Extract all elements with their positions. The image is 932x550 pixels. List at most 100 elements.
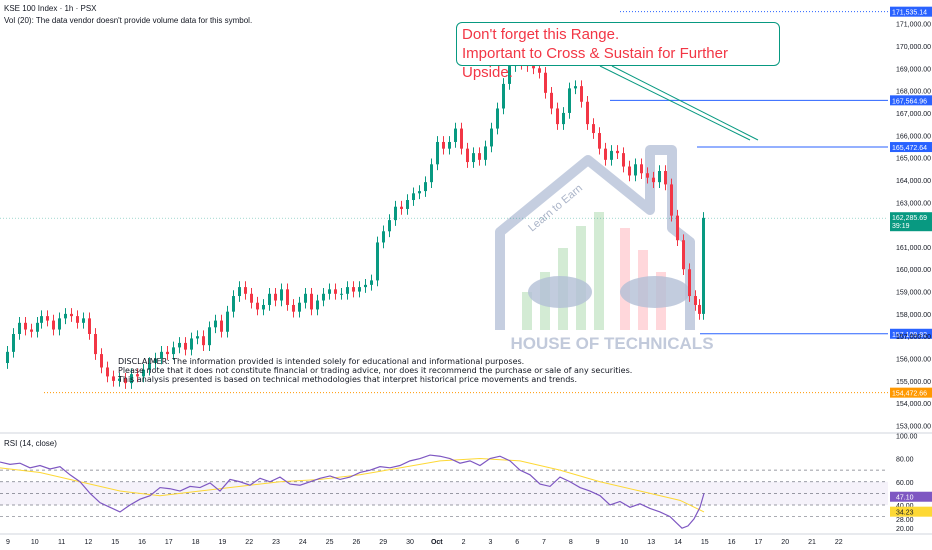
candle-body-23 bbox=[136, 374, 139, 377]
rsi-tick-label-4: 28.00 bbox=[896, 517, 914, 524]
candle-body-50 bbox=[298, 302, 301, 312]
x-tick-label-27: 16 bbox=[728, 539, 736, 546]
candle-body-47 bbox=[280, 289, 283, 301]
candle-body-8 bbox=[46, 316, 49, 321]
candle-body-94 bbox=[562, 112, 565, 125]
candle-body-49 bbox=[292, 304, 295, 312]
price-tick-label-18: 153,000.00 bbox=[896, 424, 931, 431]
rsi-line bbox=[0, 454, 705, 529]
watermark-bar-4 bbox=[594, 212, 604, 330]
x-tick-label-6: 17 bbox=[165, 539, 173, 546]
candle-body-59 bbox=[352, 287, 355, 292]
x-tick-label-26: 15 bbox=[701, 539, 709, 546]
x-tick-label-4: 15 bbox=[111, 539, 119, 546]
candle-body-27 bbox=[160, 351, 163, 359]
candle-body-67 bbox=[400, 206, 403, 209]
candle-body-29 bbox=[172, 347, 175, 355]
callout-pointer-1 bbox=[611, 65, 759, 141]
candle-body-11 bbox=[64, 313, 67, 319]
candle-body-18 bbox=[106, 367, 109, 377]
x-tick-label-17: 2 bbox=[462, 539, 466, 546]
candle-body-57 bbox=[340, 293, 343, 295]
candle-body-53 bbox=[316, 300, 319, 310]
candle-body-115 bbox=[688, 269, 691, 297]
candle-body-113 bbox=[676, 215, 679, 241]
x-tick-label-20: 7 bbox=[542, 539, 546, 546]
candle-body-10 bbox=[58, 318, 61, 330]
candle-body-71 bbox=[424, 182, 427, 192]
candle-body-14 bbox=[82, 318, 85, 323]
x-tick-label-15: 30 bbox=[406, 539, 414, 546]
x-tick-label-13: 26 bbox=[353, 539, 361, 546]
candle-body-82 bbox=[490, 128, 493, 147]
candle-body-20 bbox=[118, 378, 121, 381]
disclaimer-line-3: This analysis presented is based on tech… bbox=[118, 374, 577, 384]
candle-body-61 bbox=[364, 284, 367, 288]
candle-body-2 bbox=[12, 333, 15, 352]
callout-pointer-2 bbox=[599, 65, 751, 141]
candle-body-37 bbox=[220, 320, 223, 332]
price-tick-label-11: 160,000.00 bbox=[896, 267, 931, 274]
level-label-bg-4 bbox=[890, 387, 932, 398]
x-tick-label-11: 24 bbox=[299, 539, 307, 546]
price-tick-label-1: 170,000.00 bbox=[896, 44, 931, 51]
price-tick-label-15: 156,000.00 bbox=[896, 357, 931, 364]
rsi-current-label: 47.10 bbox=[896, 495, 914, 502]
candle-body-114 bbox=[682, 240, 685, 270]
countdown-label: 39:19 bbox=[892, 223, 910, 230]
candle-body-38 bbox=[226, 311, 229, 332]
price-tick-label-0: 171,000.00 bbox=[896, 22, 931, 29]
last-price-badge bbox=[890, 212, 932, 232]
candle-body-19 bbox=[112, 376, 115, 381]
candle-body-110 bbox=[658, 170, 661, 183]
candle-body-107 bbox=[640, 164, 643, 174]
candle-body-35 bbox=[208, 327, 211, 346]
candle-body-44 bbox=[262, 304, 265, 310]
candle-body-105 bbox=[628, 166, 631, 176]
price-tick-label-16: 155,000.00 bbox=[896, 379, 931, 386]
level-label-bg-0 bbox=[890, 6, 932, 17]
rsi-title[interactable]: RSI (14, close) bbox=[4, 439, 57, 448]
candle-body-81 bbox=[484, 146, 487, 160]
candle-body-65 bbox=[388, 220, 391, 232]
range-callout[interactable]: Don't forget this Range. Important to Cr… bbox=[456, 22, 780, 81]
price-tick-label-2: 169,000.00 bbox=[896, 66, 931, 73]
candle-body-79 bbox=[472, 153, 475, 163]
candle-body-106 bbox=[634, 164, 637, 176]
candle-body-109 bbox=[652, 177, 655, 183]
disclaimer-line-2: Please note that it does not constitute … bbox=[118, 365, 633, 375]
rsi-ma-label: 34.23 bbox=[896, 510, 914, 517]
watermark-bull-icon bbox=[528, 276, 592, 308]
x-tick-label-0: 9 bbox=[6, 539, 10, 546]
candle-body-58 bbox=[346, 287, 349, 294]
symbol-title[interactable]: KSE 100 Index · 1h · PSX bbox=[4, 4, 97, 13]
x-tick-label-25: 14 bbox=[674, 539, 682, 546]
candle-body-64 bbox=[382, 231, 385, 243]
price-tick-label-10: 161,000.00 bbox=[896, 245, 931, 252]
x-tick-label-31: 22 bbox=[835, 539, 843, 546]
x-tick-label-5: 16 bbox=[138, 539, 146, 546]
level-label-3: 157,109.82 bbox=[892, 332, 927, 339]
candle-body-6 bbox=[36, 322, 39, 332]
candle-body-39 bbox=[232, 296, 235, 312]
level-label-0: 171,535.14 bbox=[892, 10, 927, 17]
candle-body-5 bbox=[30, 329, 33, 332]
candle-body-98 bbox=[586, 101, 589, 125]
level-label-bg-1 bbox=[890, 95, 932, 106]
level-label-bg-3 bbox=[890, 328, 932, 339]
candle-body-41 bbox=[244, 287, 247, 294]
x-tick-label-7: 18 bbox=[192, 539, 200, 546]
candle-body-93 bbox=[556, 108, 559, 125]
callout-line-1: Don't forget this Range. bbox=[462, 26, 620, 43]
x-tick-label-3: 12 bbox=[85, 539, 93, 546]
rsi-tick-label-5: 20.00 bbox=[896, 526, 914, 533]
candle-body-36 bbox=[214, 320, 217, 328]
x-tick-label-30: 21 bbox=[808, 539, 816, 546]
x-tick-label-21: 8 bbox=[569, 539, 573, 546]
last-price-label: 162,285.69 bbox=[892, 215, 927, 222]
disclaimer-line-1: DISCLAIMER: The information provided is … bbox=[118, 357, 525, 366]
candle-body-32 bbox=[190, 338, 193, 350]
candle-body-52 bbox=[310, 293, 313, 310]
candle-body-26 bbox=[154, 358, 157, 364]
